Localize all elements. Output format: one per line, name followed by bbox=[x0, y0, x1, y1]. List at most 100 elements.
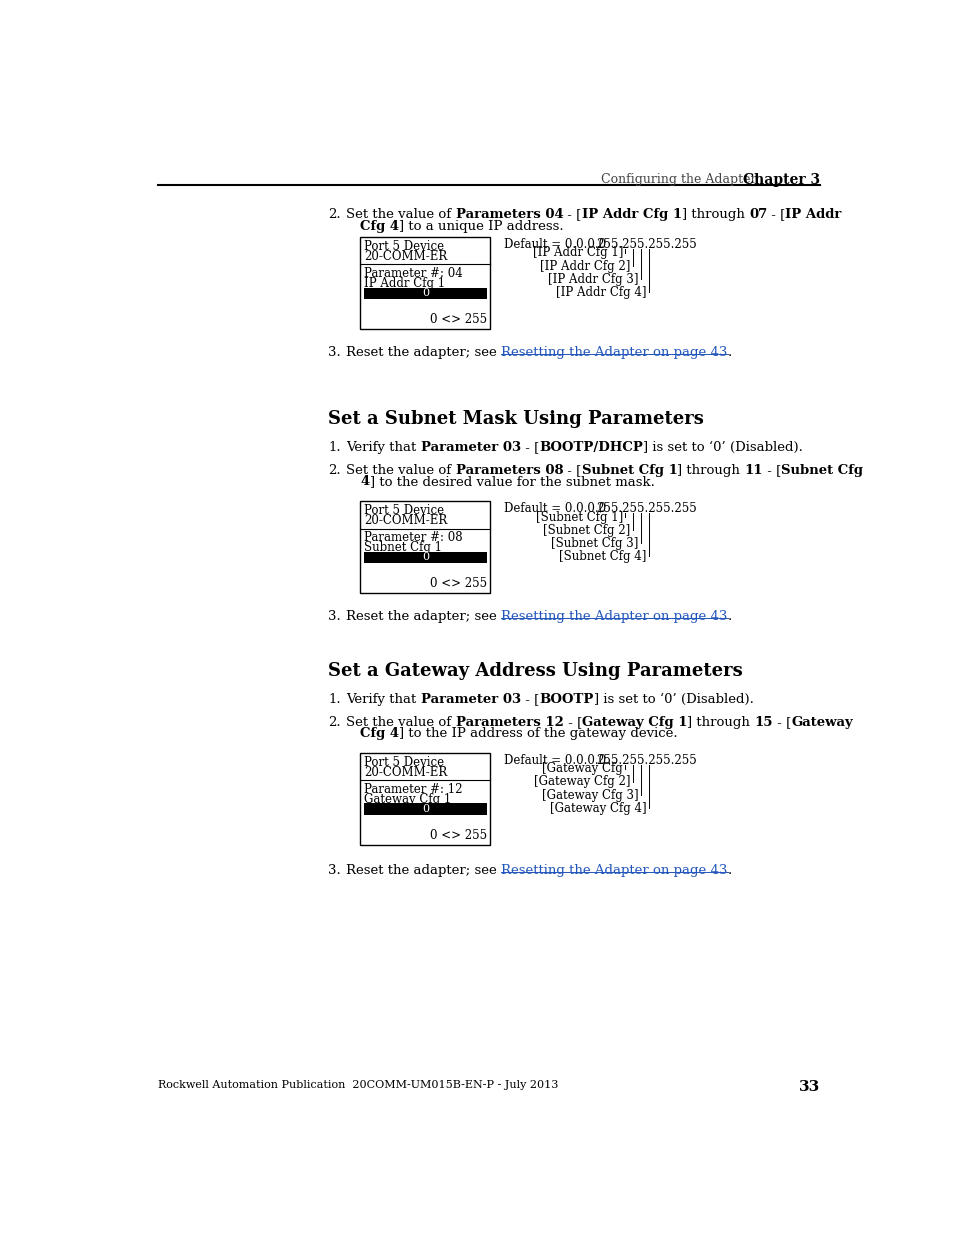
Text: [Gateway Cfg 4]: [Gateway Cfg 4] bbox=[549, 802, 645, 815]
Text: 255.255.255.255: 255.255.255.255 bbox=[596, 755, 696, 767]
Text: Cfg 4: Cfg 4 bbox=[360, 220, 399, 233]
Text: 1.: 1. bbox=[328, 693, 341, 706]
Text: 255.255.255.255: 255.255.255.255 bbox=[596, 503, 696, 515]
Text: [IP Addr Cfg 3]: [IP Addr Cfg 3] bbox=[547, 273, 638, 285]
Text: - [: - [ bbox=[563, 716, 581, 729]
Text: 11: 11 bbox=[743, 464, 762, 477]
Text: Parameters 04: Parameters 04 bbox=[456, 209, 563, 221]
Text: .: . bbox=[727, 864, 731, 877]
Text: Set the value of: Set the value of bbox=[346, 464, 456, 477]
Text: [Gateway Cfg 3]: [Gateway Cfg 3] bbox=[541, 788, 638, 802]
Text: Reset the adapter; see: Reset the adapter; see bbox=[346, 346, 500, 359]
Text: 4: 4 bbox=[360, 475, 369, 489]
Text: IP Addr Cfg 1: IP Addr Cfg 1 bbox=[364, 277, 445, 290]
Text: ] through: ] through bbox=[681, 209, 748, 221]
Text: Resetting the Adapter on page 43: Resetting the Adapter on page 43 bbox=[500, 864, 727, 877]
Text: 3.: 3. bbox=[328, 864, 341, 877]
Bar bbox=[364, 804, 486, 815]
Text: [IP Addr Cfg 2]: [IP Addr Cfg 2] bbox=[539, 259, 630, 273]
Text: 3.: 3. bbox=[328, 346, 341, 359]
Text: [Subnet Cfg 1]: [Subnet Cfg 1] bbox=[536, 510, 622, 524]
Text: - [: - [ bbox=[563, 209, 581, 221]
Bar bbox=[360, 501, 490, 593]
Text: Gateway Cfg 1: Gateway Cfg 1 bbox=[364, 793, 451, 805]
Text: [Subnet Cfg 2]: [Subnet Cfg 2] bbox=[543, 524, 630, 537]
Text: Set the value of: Set the value of bbox=[346, 716, 456, 729]
Text: Subnet Cfg 1: Subnet Cfg 1 bbox=[581, 464, 677, 477]
Text: Parameter #: 12: Parameter #: 12 bbox=[364, 783, 462, 795]
Text: 2.: 2. bbox=[328, 464, 341, 477]
Text: - [: - [ bbox=[520, 693, 538, 706]
Text: Port 5 Device: Port 5 Device bbox=[364, 240, 444, 253]
Text: Port 5 Device: Port 5 Device bbox=[364, 504, 444, 517]
Text: IP Addr Cfg 1: IP Addr Cfg 1 bbox=[581, 209, 681, 221]
Text: ] to a unique IP address.: ] to a unique IP address. bbox=[399, 220, 563, 233]
Text: [Subnet Cfg 3]: [Subnet Cfg 3] bbox=[551, 537, 638, 550]
Text: Default = 0.0.0.0: Default = 0.0.0.0 bbox=[504, 755, 606, 767]
Text: Parameters 12: Parameters 12 bbox=[456, 716, 563, 729]
Text: Gateway Cfg 1: Gateway Cfg 1 bbox=[581, 716, 686, 729]
Text: BOOTP: BOOTP bbox=[538, 693, 593, 706]
Text: - [: - [ bbox=[562, 464, 581, 477]
Text: - [: - [ bbox=[520, 441, 538, 453]
Text: Set a Subnet Mask Using Parameters: Set a Subnet Mask Using Parameters bbox=[328, 410, 703, 429]
Text: - [: - [ bbox=[762, 464, 781, 477]
Text: 0 <> 255: 0 <> 255 bbox=[430, 829, 487, 842]
Text: BOOTP/DHCP: BOOTP/DHCP bbox=[538, 441, 642, 453]
Text: [IP Addr Cfg 1]: [IP Addr Cfg 1] bbox=[532, 247, 622, 259]
Text: Verify that: Verify that bbox=[346, 693, 420, 706]
Text: Parameter 03: Parameter 03 bbox=[420, 693, 520, 706]
Text: 07: 07 bbox=[748, 209, 766, 221]
Text: Parameter #: 04: Parameter #: 04 bbox=[364, 267, 462, 280]
Text: 20-COMM-ER: 20-COMM-ER bbox=[364, 514, 447, 527]
Text: [Gateway Cfg: [Gateway Cfg bbox=[541, 762, 622, 776]
Text: 0 <> 255: 0 <> 255 bbox=[430, 577, 487, 590]
Bar bbox=[364, 288, 486, 299]
Text: Cfg 4: Cfg 4 bbox=[360, 727, 399, 740]
Bar bbox=[360, 752, 490, 845]
Text: 15: 15 bbox=[754, 716, 772, 729]
Text: ] to the IP address of the gateway device.: ] to the IP address of the gateway devic… bbox=[399, 727, 678, 740]
Text: 20-COMM-ER: 20-COMM-ER bbox=[364, 249, 447, 263]
Text: Reset the adapter; see: Reset the adapter; see bbox=[346, 864, 500, 877]
Text: 2.: 2. bbox=[328, 209, 341, 221]
Text: Parameter 03: Parameter 03 bbox=[420, 441, 520, 453]
Text: 255.255.255.255: 255.255.255.255 bbox=[596, 238, 696, 251]
Text: ] to the desired value for the subnet mask.: ] to the desired value for the subnet ma… bbox=[369, 475, 654, 489]
Text: IP Addr: IP Addr bbox=[784, 209, 841, 221]
Text: 33: 33 bbox=[798, 1079, 819, 1094]
Text: .: . bbox=[727, 346, 731, 359]
Text: Default = 0.0.0.0: Default = 0.0.0.0 bbox=[504, 238, 606, 251]
Text: .: . bbox=[727, 610, 731, 624]
Text: Rockwell Automation Publication  20COMM-UM015B-EN-P - July 2013: Rockwell Automation Publication 20COMM-U… bbox=[158, 1079, 558, 1091]
Text: Subnet Cfg 1: Subnet Cfg 1 bbox=[364, 541, 441, 555]
Text: ] is set to ‘0’ (Disabled).: ] is set to ‘0’ (Disabled). bbox=[642, 441, 802, 453]
Text: Port 5 Device: Port 5 Device bbox=[364, 756, 444, 768]
Text: 20-COMM-ER: 20-COMM-ER bbox=[364, 766, 447, 779]
Text: Configuring the Adapter: Configuring the Adapter bbox=[600, 173, 756, 185]
Text: ] through: ] through bbox=[677, 464, 743, 477]
Text: Gateway: Gateway bbox=[790, 716, 852, 729]
Text: 0: 0 bbox=[421, 552, 429, 562]
Text: Chapter 3: Chapter 3 bbox=[742, 173, 819, 186]
Text: Set a Gateway Address Using Parameters: Set a Gateway Address Using Parameters bbox=[328, 662, 742, 679]
Text: Verify that: Verify that bbox=[346, 441, 420, 453]
Text: ] is set to ‘0’ (Disabled).: ] is set to ‘0’ (Disabled). bbox=[593, 693, 753, 706]
Text: - [: - [ bbox=[766, 209, 784, 221]
Text: Reset the adapter; see: Reset the adapter; see bbox=[346, 610, 500, 624]
Text: 0: 0 bbox=[421, 804, 429, 814]
Text: 2.: 2. bbox=[328, 716, 341, 729]
Bar bbox=[360, 237, 490, 330]
Text: Resetting the Adapter on page 43: Resetting the Adapter on page 43 bbox=[500, 610, 727, 624]
Bar bbox=[364, 552, 486, 563]
Text: [Gateway Cfg 2]: [Gateway Cfg 2] bbox=[534, 776, 630, 788]
Text: [Subnet Cfg 4]: [Subnet Cfg 4] bbox=[558, 550, 645, 563]
Text: Default = 0.0.0.0: Default = 0.0.0.0 bbox=[504, 503, 606, 515]
Text: [IP Addr Cfg 4]: [IP Addr Cfg 4] bbox=[556, 285, 645, 299]
Text: ] through: ] through bbox=[686, 716, 754, 729]
Text: 0: 0 bbox=[421, 288, 429, 299]
Text: Parameters 08: Parameters 08 bbox=[456, 464, 562, 477]
Text: - [: - [ bbox=[772, 716, 790, 729]
Text: Set the value of: Set the value of bbox=[346, 209, 456, 221]
Text: Resetting the Adapter on page 43: Resetting the Adapter on page 43 bbox=[500, 346, 727, 359]
